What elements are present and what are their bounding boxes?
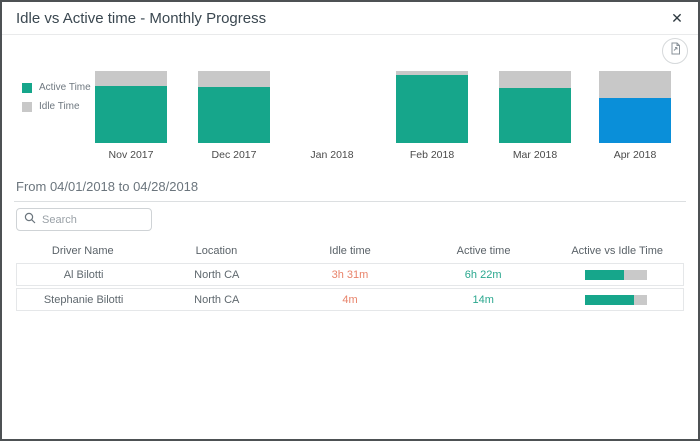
location-cell: North CA xyxy=(194,293,240,306)
active-time-segment xyxy=(198,86,270,143)
section-divider xyxy=(14,201,686,202)
month-axis-label: Mar 2018 xyxy=(512,149,558,161)
legend-label: Active Time xyxy=(39,82,91,93)
drivers-table: Driver Name Location Idle time Active time A… xyxy=(16,242,684,313)
active-vs-idle-bar xyxy=(585,294,648,305)
active-vs-idle-bar xyxy=(585,269,648,280)
idle-time-segment xyxy=(95,71,167,87)
driver-name-cell: Stephanie Bilotti xyxy=(43,293,124,306)
table-row[interactable]: Al Bilotti North CA 3h 31m 6h 22m xyxy=(16,263,684,286)
driver-name-cell: Al Bilotti xyxy=(63,268,104,281)
legend-swatch xyxy=(22,82,32,93)
month-axis-label: Jan 2018 xyxy=(310,149,354,161)
column-header: Driver Name xyxy=(51,245,114,257)
legend-label: Idle Time xyxy=(39,101,80,112)
month-axis-label: Apr 2018 xyxy=(613,149,657,161)
month-bar-nov-2017[interactable] xyxy=(95,71,167,143)
date-range-label: From 04/01/2018 to 04/28/2018 xyxy=(16,179,199,194)
column-header: Active time xyxy=(456,245,511,257)
legend-item: Active Time xyxy=(22,82,91,93)
active-vs-idle-cell xyxy=(550,269,683,280)
active-time-segment xyxy=(599,98,671,143)
table-header-row: Driver Name Location Idle time Active time A… xyxy=(16,242,684,260)
month-bar-dec-2017[interactable] xyxy=(198,71,270,143)
idle-time-cell: 3h 31m xyxy=(331,268,369,281)
idle-time-segment xyxy=(396,71,468,75)
chart-legend: Active Time Idle Time xyxy=(22,82,91,120)
month-bar-apr-2018[interactable] xyxy=(599,71,671,143)
search-icon xyxy=(24,211,36,229)
search-box[interactable] xyxy=(16,208,152,231)
column-header: Location xyxy=(195,245,238,257)
active-time-cell: 14m xyxy=(472,293,494,306)
legend-swatch xyxy=(22,101,32,112)
dialog-titlebar: Idle vs Active time - Monthly Progress xyxy=(2,2,698,35)
active-ratio-fill xyxy=(585,269,624,280)
table-row[interactable]: Stephanie Bilotti North CA 4m 14m xyxy=(16,288,684,311)
legend-item: Idle Time xyxy=(22,101,91,112)
column-header: Idle time xyxy=(329,245,371,257)
dialog-title: Idle vs Active time - Monthly Progress xyxy=(16,9,267,27)
month-axis-label: Dec 2017 xyxy=(211,149,257,161)
active-ratio-fill xyxy=(585,294,634,305)
idle-time-segment xyxy=(499,71,571,88)
column-header: Active vs Idle Time xyxy=(571,245,664,257)
export-report-button[interactable] xyxy=(662,38,688,64)
idle-time-segment xyxy=(599,71,671,99)
month-axis-label: Nov 2017 xyxy=(108,149,154,161)
idle-time-cell: 4m xyxy=(342,293,358,306)
location-cell: North CA xyxy=(194,268,240,281)
active-vs-idle-cell xyxy=(550,294,683,305)
active-time-cell: 6h 22m xyxy=(464,268,502,281)
search-input[interactable] xyxy=(42,213,144,226)
active-time-segment xyxy=(499,87,571,143)
close-icon[interactable]: ✕ xyxy=(671,10,683,26)
idle-time-segment xyxy=(198,71,270,87)
month-axis-label: Feb 2018 xyxy=(409,149,455,161)
export-document-icon xyxy=(669,42,682,60)
active-time-segment xyxy=(396,74,468,143)
month-bar-mar-2018[interactable] xyxy=(499,71,571,143)
active-time-segment xyxy=(95,86,167,143)
month-bar-feb-2018[interactable] xyxy=(396,71,468,143)
